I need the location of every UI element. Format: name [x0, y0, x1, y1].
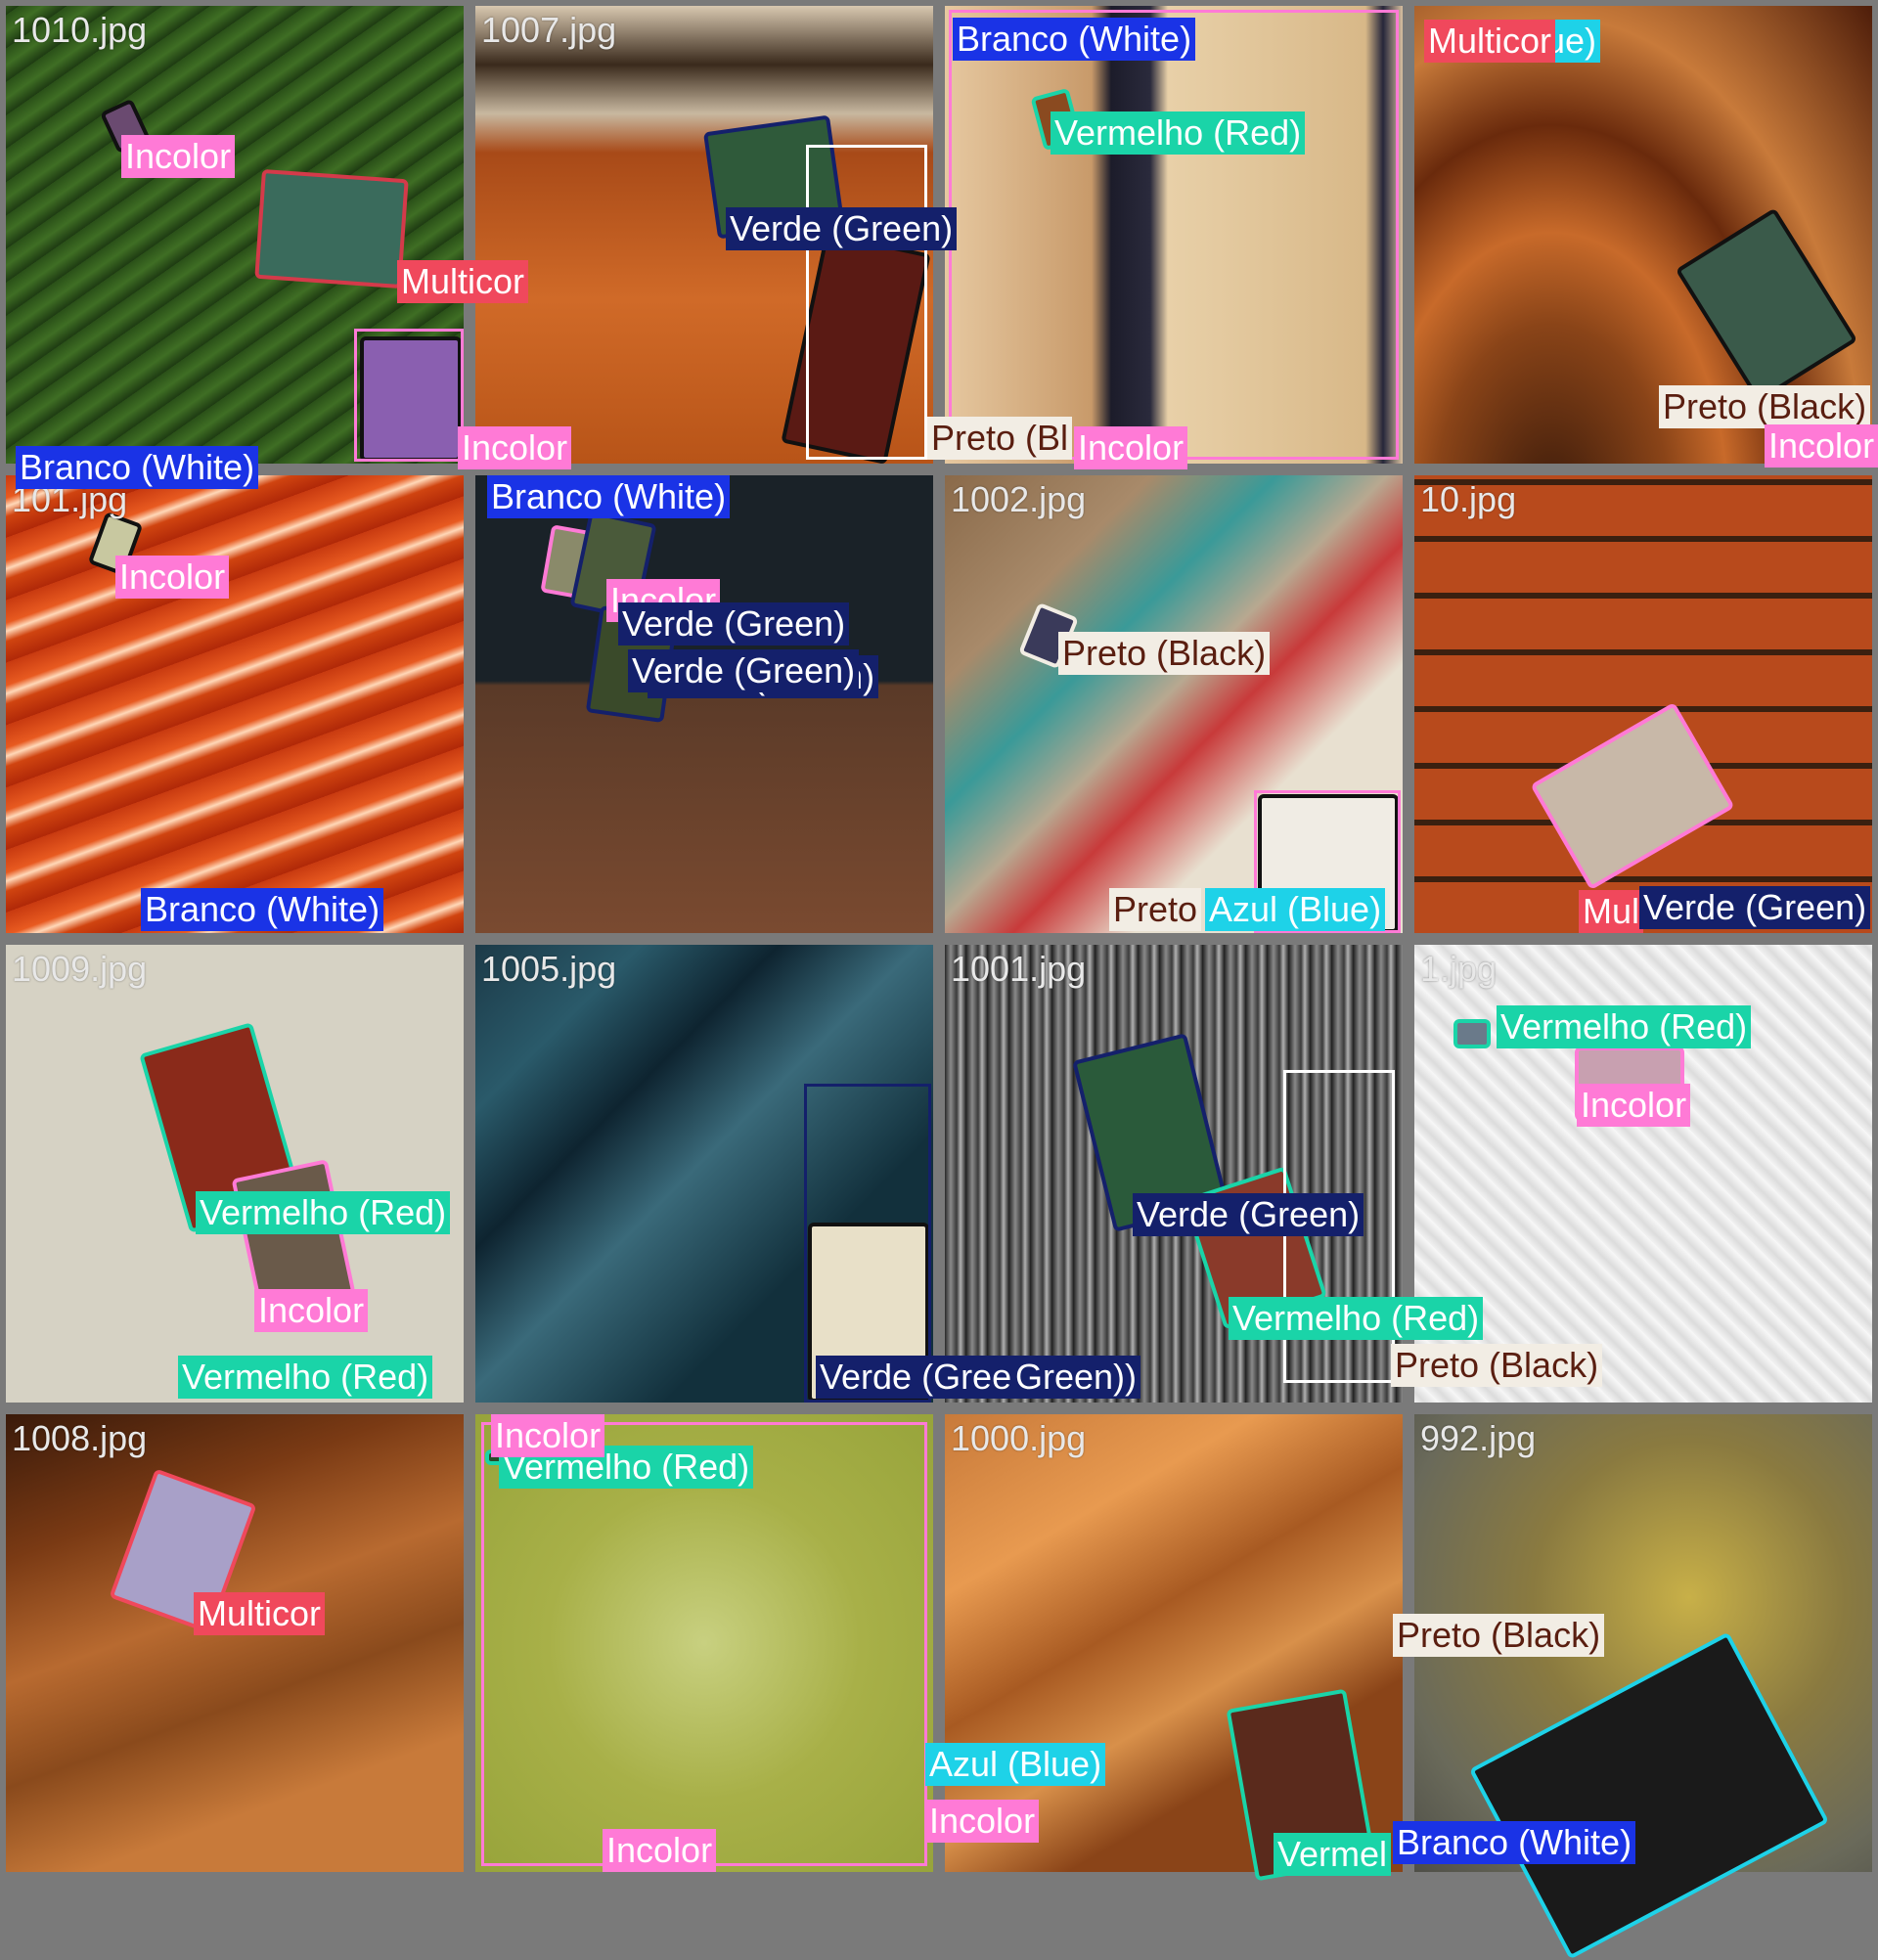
label-verde: Verde (Green) — [726, 207, 958, 250]
label-verde: Verde (Green) — [816, 1356, 1048, 1399]
label-branco: Branco (White) — [16, 446, 259, 489]
label-multicor: Multicor — [1424, 20, 1556, 63]
label-preto: Preto (Black) — [1391, 1344, 1603, 1387]
label-incolor: Incolor — [1577, 1084, 1691, 1127]
tile-filename: 1.jpg — [1420, 949, 1498, 989]
label-verde: Verde (Green) — [628, 649, 860, 692]
detection-box — [481, 1422, 927, 1866]
label-azul: Azul (Blue) — [925, 1743, 1106, 1786]
label-incolor: Incolor — [925, 1800, 1040, 1843]
tile-filename: 1009.jpg — [12, 949, 148, 989]
tile-filename: 1000.jpg — [951, 1418, 1087, 1458]
label-branco: Branco (White) — [141, 888, 384, 931]
label-branco: Branco (White) — [487, 475, 731, 518]
tile-filename: 1005.jpg — [481, 949, 617, 989]
label-vermelho: Vermelho (Red) — [499, 1446, 754, 1489]
label-preto: Preto (Black) — [1393, 1614, 1605, 1657]
tile-unnamed: ue) Multicor Preto (Black) Incolor — [1414, 6, 1878, 468]
label-verde: Verde (Green) — [618, 602, 850, 646]
tile-background — [6, 475, 464, 933]
label-verde: Green)) — [1011, 1356, 1141, 1399]
label-verde: Verde (Green) — [1133, 1193, 1364, 1236]
tile-1005: 1005.jpg Verde (Green) Green)) — [475, 945, 1141, 1403]
tile-unnamed: Branco (White) Incolor Verde (Green) Ver… — [475, 475, 933, 933]
tile-filename: 10.jpg — [1420, 479, 1517, 519]
tile-1: 1.jpg Vermelho (Red) Incolor — [1414, 945, 1872, 1403]
tile-1007: 1007.jpg Verde (Green) Preto (Bl Incolor — [475, 6, 1188, 469]
label-preto: Preto (Black) — [1659, 385, 1871, 428]
label-incolor: Incolor — [491, 1414, 605, 1457]
label-incolor: Incolor — [121, 135, 236, 178]
label-branco: Branco (White) — [953, 18, 1196, 61]
card — [1453, 1019, 1491, 1048]
tile-992: 992.jpg Preto (Black) Branco (White) — [1393, 1414, 1872, 1960]
label-incolor: Incolor — [458, 426, 572, 469]
label-multicor: Mul — [1579, 890, 1644, 933]
tile-1008: 1008.jpg Multicor — [6, 1414, 464, 1872]
tile-1010: 1010.jpg Incolor Multicor Incolor Branco… — [6, 6, 572, 489]
label-vermelho: Vermelho (Red) — [1497, 1005, 1752, 1048]
label-azul: Azul (Blue) — [1205, 888, 1386, 931]
detection-box — [949, 10, 1399, 460]
label-multicor: Multicor — [397, 260, 529, 303]
label-incolor: Incolor — [1074, 426, 1188, 469]
tile-background — [475, 475, 933, 933]
label-vermelho: Vermel — [1274, 1833, 1392, 1876]
label-incolor: Incolor — [254, 1289, 369, 1332]
card — [360, 336, 462, 462]
tile-background — [945, 6, 1403, 464]
label-preto: Preto (Bl — [927, 417, 1073, 460]
tile-1002: 1002.jpg Preto (Black) Preto Azul (Blue) — [945, 475, 1403, 933]
tile-filename: 1001.jpg — [951, 949, 1087, 989]
label-branco: Branco (White) — [1393, 1821, 1636, 1864]
label-vermelho: Vermelho (Red) — [1051, 111, 1306, 155]
label-vermelho: Vermelho (Red) — [1229, 1297, 1484, 1340]
card — [254, 168, 409, 290]
label-vermelho: Vermelho (Red) — [178, 1356, 433, 1399]
tile-101: 101.jpg Incolor Branco (White) — [6, 475, 464, 933]
tile-unnamed: Branco (White) Vermelho (Red) — [945, 6, 1403, 464]
tile-filename: 1002.jpg — [951, 479, 1087, 519]
detection-box — [1254, 790, 1401, 933]
tile-filename: 1007.jpg — [481, 10, 617, 50]
tile-background — [6, 1414, 464, 1872]
label-vermelho: Vermelho (Red) — [196, 1191, 451, 1234]
tile-background — [1414, 475, 1872, 933]
tile-10: 10.jpg Mul Verde (Green) — [1414, 475, 1872, 933]
tile-filename: 1008.jpg — [12, 1418, 148, 1458]
detection-box — [354, 329, 464, 462]
label-preto: Preto (Black) — [1058, 632, 1271, 675]
detection-box — [804, 1084, 931, 1403]
image-mosaic: 1010.jpg Incolor Multicor Incolor Branco… — [6, 6, 1878, 1960]
label-preto: Preto — [1109, 888, 1202, 931]
label-verde: Verde (Green) — [1639, 886, 1871, 929]
tile-filename: 1010.jpg — [12, 10, 148, 50]
tile-1000: 1000.jpg Azul (Blue) Incolor Vermel — [925, 1414, 1403, 1882]
label-incolor: Incolor — [115, 556, 230, 599]
tile-background — [475, 1414, 933, 1872]
label-incolor: Incolor — [1765, 424, 1878, 468]
tile-unnamed: Vermelho (Red) Incolor Incolor — [475, 1414, 933, 1872]
tile-filename: 992.jpg — [1420, 1418, 1537, 1458]
detection-box — [806, 145, 927, 460]
label-multicor: Multicor — [194, 1592, 326, 1635]
tile-1001: 1001.jpg Verde (Green) Vermelho (Red) Pr… — [945, 945, 1603, 1403]
tile-1009: 1009.jpg Vermelho (Red) Incolor Vermelho… — [6, 945, 464, 1403]
label-incolor: Incolor — [603, 1829, 717, 1872]
